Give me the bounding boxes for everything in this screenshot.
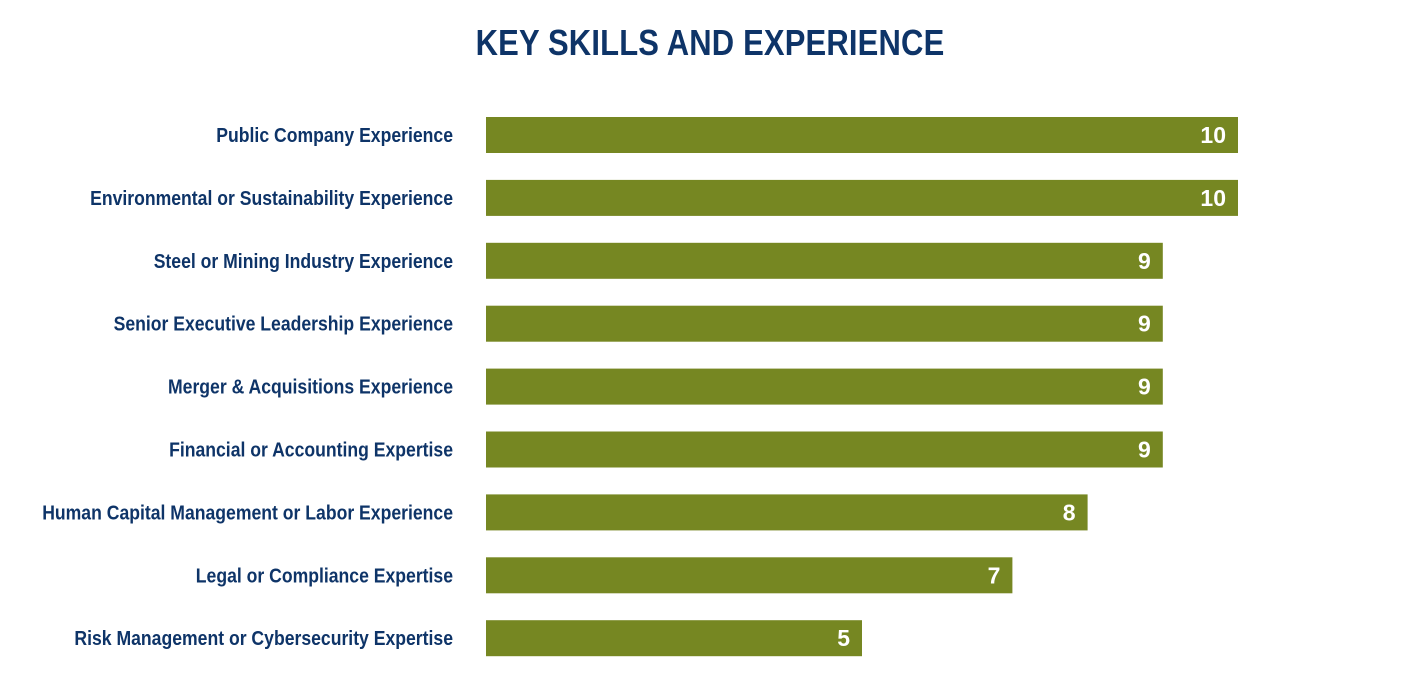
category-label-6: Financial or Accounting Expertise [169,440,453,462]
value-label-8: 7 [988,562,1001,588]
value-label-6: 9 [1138,437,1151,463]
bar-4 [486,305,1163,342]
value-label-7: 8 [1063,499,1076,525]
value-label-5: 9 [1138,374,1151,400]
bar-9 [486,620,862,657]
chart-title: KEY SKILLS AND EXPERIENCE [475,22,945,63]
bar-8 [486,557,1013,594]
category-label-9: Risk Management or Cybersecurity Experti… [74,628,453,650]
category-label-4: Senior Executive Leadership Experience [114,314,453,336]
category-labels: Public Company Experience Environmental o… [42,125,453,650]
category-label-7: Human Capital Management or Labor Experi… [42,502,453,524]
value-label-2: 10 [1200,185,1226,211]
bar-6 [486,431,1163,468]
category-label-8: Legal or Compliance Expertise [196,565,453,587]
category-label-5: Merger & Acquisitions Experience [168,377,453,399]
bar-3 [486,242,1163,279]
bars-layer [486,117,1238,657]
value-label-1: 10 [1200,122,1226,148]
category-label-3: Steel or Mining Industry Experience [154,251,453,273]
value-labels: 10 10 9 9 9 9 8 7 5 [837,122,1226,651]
value-label-4: 9 [1138,311,1151,337]
category-label-2: Environmental or Sustainability Experien… [90,188,453,210]
bar-2 [486,179,1238,216]
value-label-9: 5 [837,625,850,651]
bar-1 [486,117,1238,153]
value-label-3: 9 [1138,248,1151,274]
category-label-1: Public Company Experience [216,125,453,147]
bar-7 [486,494,1088,531]
bar-5 [486,368,1163,405]
